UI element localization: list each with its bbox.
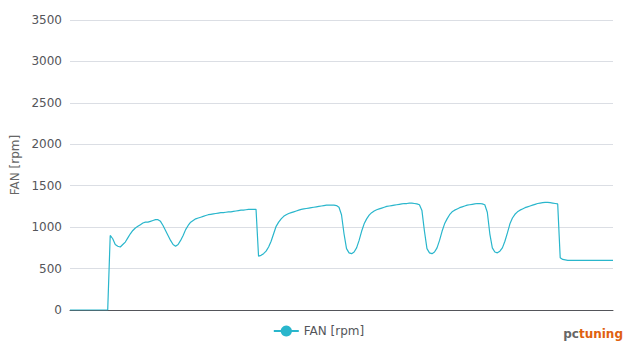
svg-text:3500: 3500	[31, 13, 62, 27]
svg-text:pc: pc	[563, 327, 579, 341]
svg-text:FAN [rpm]: FAN [rpm]	[8, 135, 22, 195]
svg-text:2500: 2500	[31, 96, 62, 110]
svg-text:0: 0	[54, 303, 62, 317]
svg-text:FAN [rpm]: FAN [rpm]	[304, 324, 364, 338]
svg-text:500: 500	[39, 262, 62, 276]
svg-text:1000: 1000	[31, 220, 62, 234]
svg-text:1500: 1500	[31, 179, 62, 193]
svg-text:2000: 2000	[31, 137, 62, 151]
svg-text:tuning: tuning	[579, 327, 623, 341]
svg-text:3000: 3000	[31, 54, 62, 68]
